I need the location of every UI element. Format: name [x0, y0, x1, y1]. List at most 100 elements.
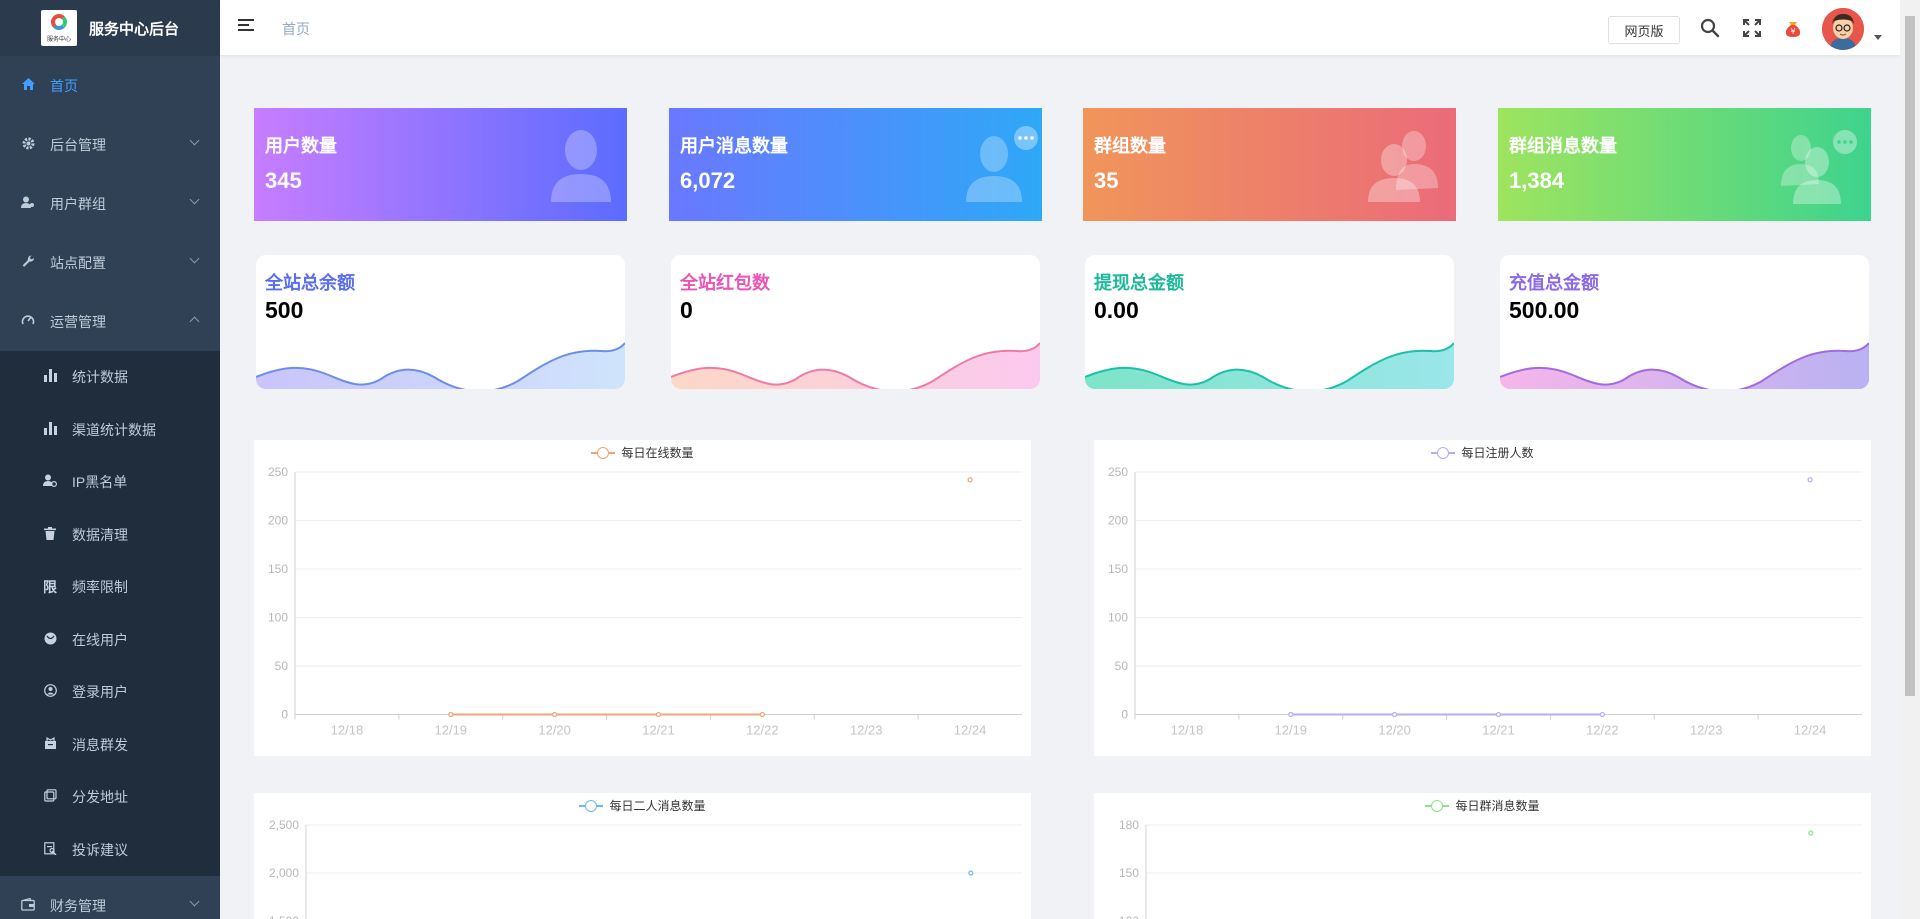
y-tick-label: 250 [268, 465, 288, 479]
y-tick-label: 1,500 [269, 914, 299, 919]
wave-decoration [256, 342, 625, 389]
x-tick-label: 12/22 [1586, 723, 1619, 738]
search-icon[interactable] [1700, 18, 1720, 38]
chart-legend[interactable]: 每日二人消息数量 [254, 797, 1031, 814]
wave-line [1500, 342, 1869, 389]
y-tick-label: 0 [281, 708, 288, 722]
data-point [552, 711, 558, 718]
data-point [1288, 711, 1294, 718]
sidebar: 服务中心 服务中心后台 首页 后台管理 用户群组 站点配置 运营管理 [0, 0, 220, 919]
breadcrumb[interactable]: 首页 [282, 21, 310, 37]
stat-card-user-messages[interactable]: 用户消息数量 6,072 [669, 108, 1042, 221]
y-tick-label: 100 [268, 611, 288, 625]
legend-label: 每日注册人数 [1461, 446, 1534, 460]
trash-icon [42, 526, 58, 543]
summary-card-red-packets[interactable]: 全站红包数 0 [671, 255, 1040, 389]
chevron-down-icon[interactable] [1874, 35, 1882, 40]
x-tick-label: 12/21 [642, 723, 675, 738]
chart-daily-registrations: 250 200 150 100 50 0 12/18 12/19 12/20 12/21 12/22… [1094, 440, 1871, 756]
stat-title: 用户数量 [265, 136, 337, 156]
bar-chart-icon [42, 421, 58, 438]
y-tick-label: 150 [1119, 866, 1139, 880]
wave-line [256, 342, 625, 389]
summary-value: 0.00 [1094, 297, 1139, 323]
chart-daily-online: 250 200 150 100 50 0 12/18 12/19 12/20 12/21 12/22… [254, 440, 1031, 756]
legend-marker [1425, 799, 1450, 812]
data-point [968, 870, 974, 876]
x-tick-label: 12/20 [1378, 723, 1411, 738]
scrollbar-thumb[interactable] [1905, 16, 1915, 696]
limit-icon: 限 [43, 579, 57, 596]
submenu-item-statistics[interactable]: 统计数据 [0, 351, 220, 404]
x-tick-label: 12/23 [1690, 723, 1723, 738]
user-icon [551, 130, 611, 202]
menu-toggle-icon[interactable] [238, 19, 254, 33]
summary-card-recharges[interactable]: 充值总金额 500.00 [1500, 255, 1869, 389]
submenu-item-label: 频率限制 [72, 579, 128, 596]
x-tick-label: 12/24 [1794, 723, 1827, 738]
submenu-item-data-cleanup[interactable]: 数据清理 [0, 509, 220, 562]
stat-title: 用户消息数量 [680, 136, 788, 156]
x-tick-label: 12/19 [1275, 723, 1308, 738]
sidebar-item-user-group[interactable]: 用户群组 [0, 174, 220, 233]
chevron-down-icon [189, 896, 200, 907]
summary-card-withdrawals[interactable]: 提现总金额 0.00 [1085, 255, 1454, 389]
page-scrollbar[interactable] [1900, 0, 1920, 919]
home-icon [20, 78, 36, 93]
avatar[interactable] [1822, 8, 1864, 50]
submenu-item-channel-statistics[interactable]: 渠道统计数据 [0, 404, 220, 457]
logo[interactable]: 服务中心 服务中心后台 [0, 0, 220, 56]
link-icon [42, 789, 58, 805]
submenu-item-complaints[interactable]: 投诉建议 [0, 824, 220, 877]
submenu-item-label: 数据清理 [72, 526, 128, 543]
sidebar-item-label: 后台管理 [50, 136, 106, 153]
submenu-item-login-users[interactable]: 登录用户 [0, 666, 220, 719]
line-chart: 2,500 2,000 1,500 [269, 818, 1022, 919]
stat-title: 群组消息数量 [1509, 136, 1617, 156]
data-point [655, 711, 662, 718]
stat-card-group-messages[interactable]: 群组消息数量 1,384 [1498, 108, 1871, 221]
chevron-down-icon [189, 194, 200, 205]
money-bag-icon[interactable]: ¥ [1783, 18, 1803, 38]
sidebar-item-operations[interactable]: 运营管理 [0, 292, 220, 351]
submenu-item-rate-limit[interactable]: 限 频率限制 [0, 561, 220, 614]
user-block-icon [42, 474, 58, 490]
fullscreen-icon[interactable] [1742, 18, 1762, 38]
submenu-item-distribution-address[interactable]: 分发地址 [0, 771, 220, 824]
submenu-item-label: 统计数据 [72, 369, 128, 386]
wave-line [1085, 342, 1454, 389]
data-point [1599, 711, 1605, 718]
sidebar-item-label: 首页 [50, 77, 78, 94]
chevron-down-icon [189, 253, 200, 264]
legend-label: 每日二人消息数量 [609, 799, 706, 813]
sidebar-item-site-config[interactable]: 站点配置 [0, 233, 220, 292]
sidebar-item-admin[interactable]: 后台管理 [0, 115, 220, 174]
chart-legend[interactable]: 每日群消息数量 [1094, 797, 1871, 814]
chevron-down-icon [189, 135, 200, 146]
data-point [1392, 711, 1398, 718]
submenu-item-online-users[interactable]: 在线用户 [0, 614, 220, 667]
wrench-icon [20, 254, 36, 271]
user-group-icon [20, 196, 36, 211]
broadcast-icon [42, 736, 58, 753]
sidebar-item-label: 财务管理 [50, 897, 106, 914]
chart-legend[interactable]: 每日在线数量 [254, 444, 1031, 461]
submenu-item-broadcast[interactable]: 消息群发 [0, 719, 220, 772]
submenu-item-label: 消息群发 [72, 736, 128, 753]
summary-card-total-balance[interactable]: 全站总余额 500 [256, 255, 625, 389]
sidebar-item-finance[interactable]: 财务管理 [0, 876, 220, 919]
wave-decoration [671, 342, 1040, 389]
chart-legend[interactable]: 每日注册人数 [1094, 444, 1871, 461]
submenu-item-ip-blacklist[interactable]: IP黑名单 [0, 456, 220, 509]
web-version-button[interactable]: 网页版 [1608, 16, 1680, 44]
y-tick-label: 0 [1121, 708, 1128, 722]
y-tick-label: 180 [1119, 818, 1139, 832]
svg-text:¥: ¥ [1790, 27, 1795, 36]
x-tick-label: 12/19 [435, 723, 468, 738]
stat-card-users[interactable]: 用户数量 345 [254, 108, 627, 221]
line-chart: 250 200 150 100 50 0 12/18 12/19 12/20 12/21 12/22… [268, 465, 1022, 738]
stat-card-groups[interactable]: 群组数量 35 [1083, 108, 1456, 221]
sidebar-item-home[interactable]: 首页 [0, 56, 220, 115]
y-tick-label: 2,500 [269, 818, 299, 832]
x-tick-label: 12/22 [746, 723, 779, 738]
